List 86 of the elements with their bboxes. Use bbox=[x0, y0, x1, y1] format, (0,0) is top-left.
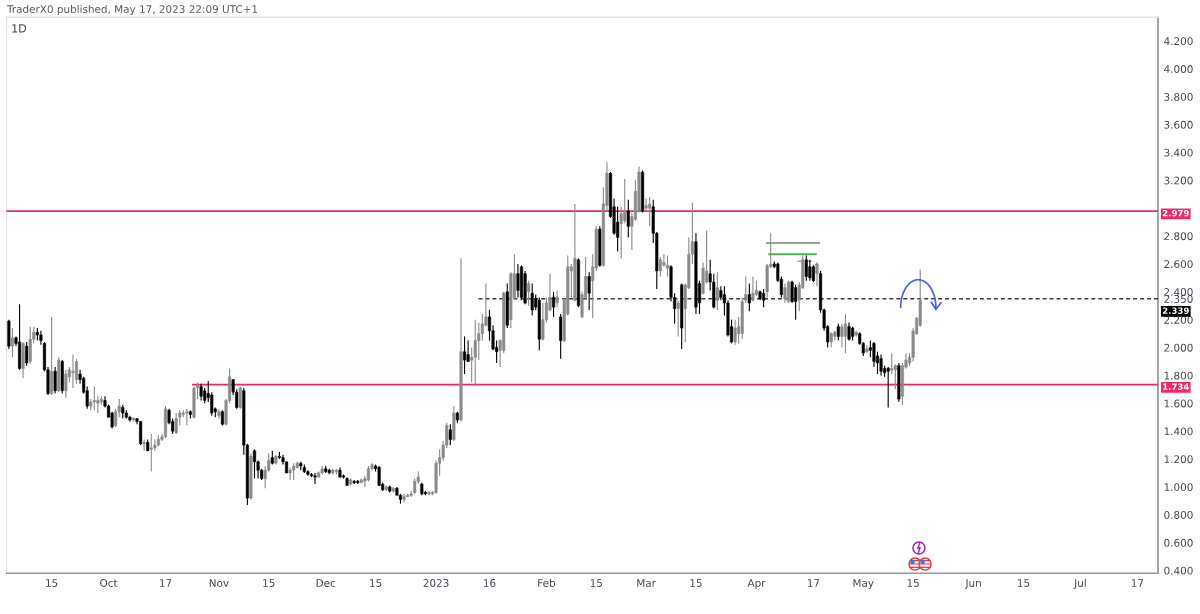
y-tick-label: 0.400 bbox=[1164, 566, 1193, 575]
x-tick-label: Jul bbox=[1073, 578, 1086, 589]
y-tick-label: 1.000 bbox=[1164, 483, 1193, 492]
candlestick bbox=[71, 353, 75, 389]
text: TraderX0 published, May 17, 2023 22:09 UTC+1 bbox=[6, 4, 258, 16]
y-tick-label: 1.200 bbox=[1164, 455, 1193, 464]
candlestick bbox=[879, 353, 883, 376]
ref-line-label: 2.979 bbox=[1162, 209, 1189, 217]
y-tick-label: 2.200 bbox=[1164, 315, 1193, 324]
x-tick-label: Dec bbox=[316, 579, 336, 587]
candlestick bbox=[50, 316, 54, 396]
candlestick bbox=[139, 420, 143, 446]
y-tick-label: 0.600 bbox=[1164, 538, 1193, 547]
candlestick bbox=[783, 282, 787, 304]
x-tick-label: 15 bbox=[690, 579, 702, 587]
candlestick bbox=[74, 358, 79, 385]
candlestick bbox=[217, 408, 221, 420]
candlestick bbox=[10, 327, 14, 358]
y-tick-label: 1.600 bbox=[1164, 399, 1193, 408]
y-tick-label: 3.200 bbox=[1164, 176, 1193, 185]
candlestick bbox=[463, 335, 467, 375]
candlestick bbox=[559, 313, 563, 360]
candlestick bbox=[644, 197, 648, 212]
candlestick bbox=[587, 271, 591, 311]
candlestick bbox=[804, 255, 808, 282]
candlestick bbox=[794, 284, 798, 321]
x-tick-label: 15 bbox=[590, 579, 602, 587]
candlestick bbox=[555, 289, 559, 308]
text: 2.339 bbox=[1162, 307, 1189, 314]
candlestick bbox=[473, 319, 477, 386]
candlestick bbox=[843, 313, 847, 354]
y-tick-label: 2.600 bbox=[1164, 260, 1193, 269]
candlestick bbox=[665, 255, 669, 278]
x-tick-label: 17 bbox=[807, 579, 820, 587]
y-tick-label: 4.200 bbox=[1164, 37, 1193, 46]
candlestick bbox=[53, 366, 57, 395]
y-tick-label: 1.400 bbox=[1164, 427, 1193, 436]
candlestick bbox=[530, 282, 534, 317]
candlestick bbox=[658, 256, 662, 278]
candlestick bbox=[890, 352, 894, 375]
x-tick-label: 15 bbox=[907, 579, 919, 587]
candlestick bbox=[28, 326, 32, 365]
candlestick bbox=[648, 196, 652, 227]
candlestick bbox=[448, 423, 452, 446]
y-tick-label: 2.800 bbox=[1164, 232, 1193, 241]
x-tick-label: 17 bbox=[160, 579, 172, 587]
candlestick bbox=[747, 282, 751, 312]
y-tick-label: 3.400 bbox=[1164, 148, 1193, 157]
y-tick-label: 4.000 bbox=[1164, 65, 1193, 73]
x-tick-label: 15 bbox=[1017, 579, 1030, 587]
x-tick-label: 15 bbox=[46, 579, 58, 587]
x-tick-label: 16 bbox=[483, 579, 496, 587]
candlestick bbox=[516, 263, 520, 298]
y-tick-label: 2.400 bbox=[1164, 288, 1193, 296]
x-tick-label: Oct bbox=[100, 579, 118, 587]
candlestick bbox=[676, 299, 680, 337]
candlestick bbox=[840, 323, 844, 349]
y-tick-label: 2.000 bbox=[1164, 343, 1193, 352]
candlestick bbox=[25, 341, 29, 367]
x-tick-label: May bbox=[853, 579, 874, 589]
x-tick-label: Mar bbox=[637, 579, 656, 587]
y-tick-label: 3.600 bbox=[1164, 120, 1193, 129]
candlestick bbox=[847, 321, 851, 342]
x-tick-label: 15 bbox=[370, 579, 382, 587]
y-tick-label: 1.800 bbox=[1164, 371, 1193, 380]
candlestick bbox=[762, 288, 766, 308]
x-tick-label: Jun bbox=[964, 579, 981, 589]
y-tick-label: 2.350 bbox=[1164, 295, 1193, 303]
x-tick-label: Feb bbox=[538, 578, 556, 587]
candlestick bbox=[64, 369, 68, 399]
candlestick bbox=[626, 199, 630, 239]
candlestick bbox=[288, 466, 292, 481]
candlestick bbox=[527, 280, 531, 307]
candlestick bbox=[313, 472, 317, 485]
x-tick-label: 15 bbox=[263, 579, 275, 587]
y-tick-label: 0.800 bbox=[1164, 511, 1193, 519]
candlestick bbox=[552, 291, 556, 318]
candlestick bbox=[252, 448, 257, 480]
x-tick-label: Nov bbox=[209, 579, 229, 587]
data-label: 1.734 bbox=[1163, 383, 1190, 390]
y-tick-label: 3.800 bbox=[1164, 92, 1193, 101]
candlestick bbox=[751, 275, 755, 303]
x-tick-label: 2023 bbox=[423, 579, 449, 587]
chart-title: 1D bbox=[12, 24, 27, 33]
x-tick-label: 17 bbox=[1131, 579, 1144, 587]
x-tick-label: Apr bbox=[747, 579, 766, 589]
